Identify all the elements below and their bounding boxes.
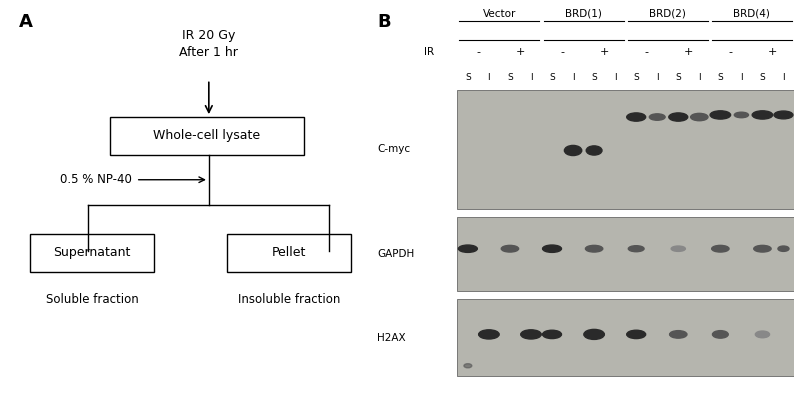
Ellipse shape (669, 331, 687, 338)
Text: BRD(4): BRD(4) (734, 9, 770, 19)
Ellipse shape (671, 246, 685, 251)
Text: -: - (729, 47, 733, 57)
Text: +: + (600, 47, 609, 57)
Ellipse shape (501, 245, 518, 252)
Ellipse shape (479, 330, 499, 339)
Text: S: S (507, 73, 513, 82)
Text: I: I (530, 73, 532, 82)
Ellipse shape (464, 364, 472, 368)
Text: +: + (516, 47, 525, 57)
Text: I: I (572, 73, 574, 82)
FancyBboxPatch shape (457, 299, 794, 376)
Ellipse shape (710, 111, 730, 119)
Ellipse shape (628, 246, 644, 252)
Ellipse shape (585, 245, 603, 252)
Text: S: S (549, 73, 555, 82)
Text: I: I (488, 73, 490, 82)
Ellipse shape (521, 330, 542, 339)
FancyBboxPatch shape (457, 217, 794, 291)
Ellipse shape (755, 331, 769, 338)
Ellipse shape (586, 146, 602, 155)
Text: Whole-cell lysate: Whole-cell lysate (153, 129, 260, 143)
Text: I: I (698, 73, 700, 82)
Ellipse shape (711, 245, 729, 252)
Ellipse shape (626, 330, 646, 339)
Text: A: A (19, 13, 33, 31)
Ellipse shape (458, 245, 477, 252)
Text: H2AX: H2AX (377, 333, 406, 342)
Text: -: - (476, 47, 480, 57)
Ellipse shape (565, 145, 582, 155)
Text: Pellet: Pellet (272, 246, 306, 260)
Text: Vector: Vector (483, 9, 516, 19)
Text: +: + (769, 47, 777, 57)
FancyBboxPatch shape (457, 90, 794, 209)
Text: Supernatant: Supernatant (53, 246, 131, 260)
Text: +: + (684, 47, 693, 57)
Text: C-myc: C-myc (377, 145, 410, 154)
Text: S: S (760, 73, 765, 82)
Text: I: I (782, 73, 784, 82)
Ellipse shape (669, 113, 688, 121)
Ellipse shape (734, 112, 749, 118)
Text: S: S (634, 73, 639, 82)
Ellipse shape (754, 245, 771, 252)
Text: I: I (740, 73, 742, 82)
Ellipse shape (584, 329, 604, 339)
Text: I: I (614, 73, 616, 82)
Text: S: S (676, 73, 681, 82)
Ellipse shape (778, 246, 789, 251)
Text: S: S (592, 73, 597, 82)
Text: I: I (656, 73, 658, 82)
Text: Insoluble fraction: Insoluble fraction (238, 293, 341, 306)
Text: IR: IR (424, 47, 434, 57)
Text: BRD(2): BRD(2) (649, 9, 686, 19)
Ellipse shape (626, 113, 646, 121)
Ellipse shape (712, 331, 728, 338)
Text: BRD(1): BRD(1) (565, 9, 602, 19)
Text: S: S (465, 73, 471, 82)
Ellipse shape (649, 114, 665, 120)
FancyBboxPatch shape (30, 234, 154, 272)
Text: B: B (377, 13, 391, 31)
Text: -: - (645, 47, 649, 57)
Text: Soluble fraction: Soluble fraction (45, 293, 138, 306)
Ellipse shape (752, 111, 773, 119)
Ellipse shape (774, 111, 793, 119)
Text: -: - (561, 47, 565, 57)
Text: 0.5 % NP-40: 0.5 % NP-40 (60, 173, 132, 186)
Ellipse shape (542, 245, 561, 252)
Text: GAPDH: GAPDH (377, 249, 414, 259)
FancyBboxPatch shape (227, 234, 351, 272)
Ellipse shape (542, 330, 561, 339)
FancyBboxPatch shape (110, 117, 304, 155)
Text: S: S (718, 73, 723, 82)
Text: IR 20 Gy
After 1 hr: IR 20 Gy After 1 hr (179, 29, 238, 59)
Ellipse shape (691, 113, 708, 121)
